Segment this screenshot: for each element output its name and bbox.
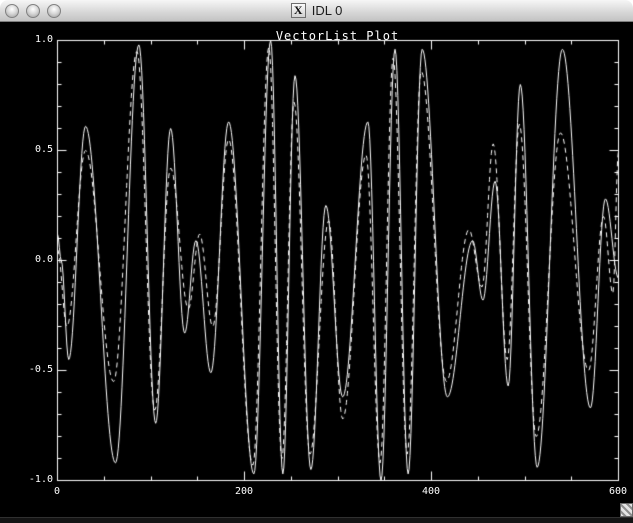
x-tick-label: 0 bbox=[53, 486, 61, 497]
plot-content: VectorList Plot 1.0 0.5 0.0 -0.5 -1.0 0 … bbox=[0, 22, 633, 523]
y-tick-label: 1.0 bbox=[34, 34, 53, 45]
y-tick-label: -0.5 bbox=[28, 364, 53, 375]
y-tick-label: 0.0 bbox=[34, 254, 53, 265]
y-tick-label: -1.0 bbox=[28, 474, 53, 485]
title-group: X IDL 0 bbox=[290, 3, 343, 18]
plot-title: VectorList Plot bbox=[275, 29, 400, 43]
window-title: IDL 0 bbox=[311, 3, 343, 18]
x-tick-label: 200 bbox=[234, 486, 254, 497]
window-bottom-edge bbox=[0, 517, 633, 523]
resize-grip-icon[interactable] bbox=[620, 503, 633, 517]
x-tick-label: 400 bbox=[421, 486, 441, 497]
close-button[interactable] bbox=[5, 4, 19, 18]
x-tick-label: 600 bbox=[608, 486, 628, 497]
minimize-button[interactable] bbox=[26, 4, 40, 18]
y-tick-label: 0.5 bbox=[34, 144, 53, 155]
plot-canvas bbox=[0, 22, 633, 523]
x11-app-icon: X bbox=[290, 3, 306, 18]
zoom-button[interactable] bbox=[47, 4, 61, 18]
window-titlebar[interactable]: X IDL 0 bbox=[0, 0, 633, 22]
